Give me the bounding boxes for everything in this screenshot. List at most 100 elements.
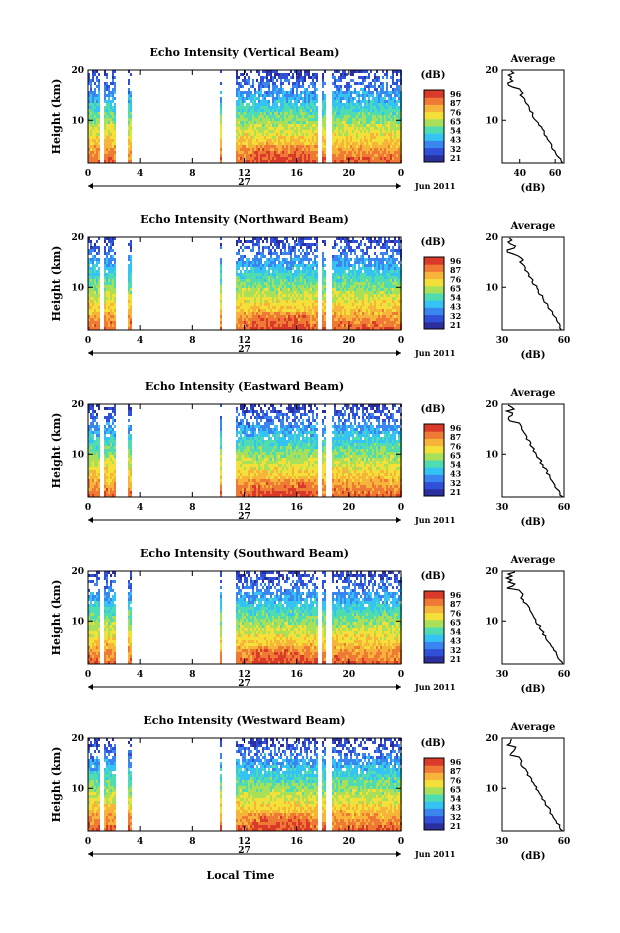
heat-cell <box>276 106 278 109</box>
heat-cell <box>296 285 298 288</box>
heat-cell <box>294 297 296 300</box>
heat-cell <box>306 151 308 154</box>
heat-cell <box>258 318 260 321</box>
heat-cell <box>316 297 318 300</box>
heat-cell <box>250 148 252 151</box>
heat-cell <box>378 258 380 261</box>
heat-cell <box>378 127 380 130</box>
heat-cell <box>350 276 352 279</box>
heat-cell <box>302 318 304 321</box>
heat-cell <box>98 282 100 285</box>
heat-cell <box>336 157 338 160</box>
heat-cell <box>350 100 352 103</box>
heat-cell <box>282 106 284 109</box>
heat-cell <box>110 258 112 261</box>
heat-cell <box>304 258 306 261</box>
heat-cell <box>392 139 394 142</box>
heat-cell <box>288 285 290 288</box>
heat-cell <box>272 127 274 130</box>
heat-cell <box>340 270 342 273</box>
heat-cell <box>240 94 242 97</box>
heat-cell <box>312 297 314 300</box>
heat-cell <box>286 103 288 106</box>
heat-cell <box>322 258 324 261</box>
heat-cell <box>380 309 382 312</box>
heat-cell <box>240 261 242 264</box>
heat-cell <box>366 136 368 139</box>
heat-cell <box>324 106 326 109</box>
heat-cell <box>292 318 294 321</box>
heat-cell <box>316 76 318 79</box>
heat-cell <box>382 130 384 133</box>
heat-cell <box>108 294 110 297</box>
heat-cell <box>260 267 262 270</box>
heat-cell <box>386 112 388 115</box>
heat-cell <box>306 157 308 160</box>
heat-cell <box>240 145 242 148</box>
heat-cell <box>302 127 304 130</box>
heat-cell <box>386 264 388 267</box>
heat-cell <box>280 97 282 100</box>
heat-cell <box>348 82 350 85</box>
heat-cell <box>384 267 386 270</box>
heat-cell <box>266 85 268 88</box>
heat-cell <box>384 240 386 243</box>
heat-cell <box>388 121 390 124</box>
heat-cell <box>380 297 382 300</box>
heat-cell <box>340 88 342 91</box>
heat-cell <box>238 82 240 85</box>
heat-cell <box>282 264 284 267</box>
heat-cell <box>392 121 394 124</box>
heat-cell <box>260 309 262 312</box>
heat-cell <box>332 324 334 327</box>
heat-cell <box>350 142 352 145</box>
heat-cell <box>382 127 384 130</box>
heat-cell <box>314 73 316 76</box>
heat-cell <box>392 142 394 145</box>
heat-cell <box>278 258 280 261</box>
heat-cell <box>344 124 346 127</box>
heat-cell <box>254 285 256 288</box>
heat-cell <box>286 291 288 294</box>
heat-cell <box>274 97 276 100</box>
heat-cell <box>238 76 240 79</box>
heat-cell <box>252 145 254 148</box>
heat-cell <box>104 151 106 154</box>
heat-cell <box>246 312 248 315</box>
heat-cell <box>300 291 302 294</box>
heat-cell <box>284 270 286 273</box>
heat-cell <box>266 276 268 279</box>
heat-cell <box>368 279 370 282</box>
heat-cell <box>128 279 130 282</box>
heat-cell <box>390 145 392 148</box>
heat-cell <box>350 148 352 151</box>
heat-cell <box>256 255 258 258</box>
heat-cell <box>292 133 294 136</box>
heat-cell <box>254 133 256 136</box>
heat-cell <box>382 243 384 246</box>
heat-cell <box>294 157 296 160</box>
heat-cell <box>314 145 316 148</box>
heat-cell <box>306 133 308 136</box>
heat-cell <box>260 139 262 142</box>
heat-cell <box>242 303 244 306</box>
heat-cell <box>390 258 392 261</box>
heat-cell <box>268 312 270 315</box>
heat-cell <box>396 85 398 88</box>
heat-cell <box>310 139 312 142</box>
heat-cell <box>360 115 362 118</box>
heat-cell <box>350 121 352 124</box>
heat-cell <box>108 97 110 100</box>
heat-cell <box>240 276 242 279</box>
heat-cell <box>260 145 262 148</box>
heat-cell <box>312 303 314 306</box>
heat-cell <box>358 124 360 127</box>
heat-cell <box>382 100 384 103</box>
heat-cell <box>398 106 400 109</box>
heat-cell <box>346 324 348 327</box>
heat-cell <box>260 109 262 112</box>
heat-cell <box>298 282 300 285</box>
heat-cell <box>106 267 108 270</box>
heat-cell <box>334 142 336 145</box>
heat-cell <box>298 142 300 145</box>
